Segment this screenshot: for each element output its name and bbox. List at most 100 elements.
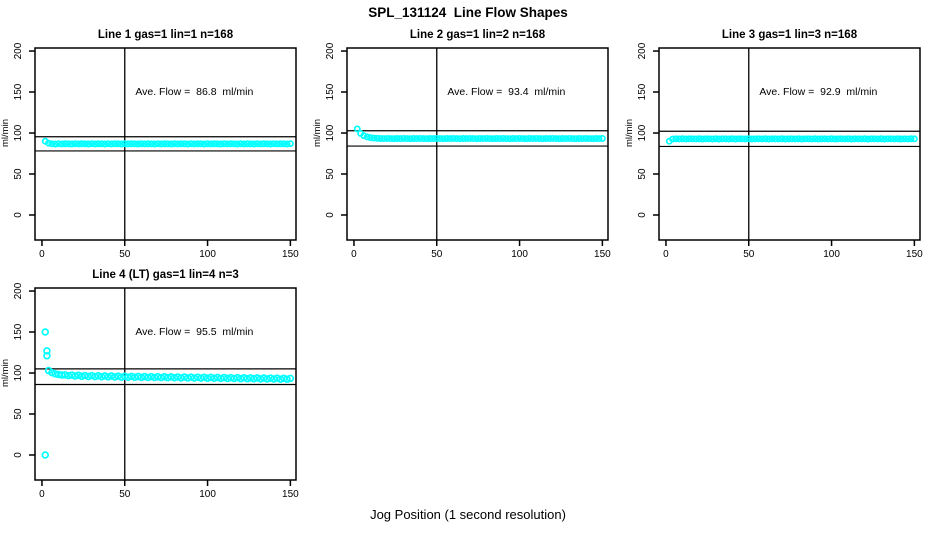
data-point bbox=[210, 140, 218, 148]
panel-title: Line 1 gas=1 lin=1 n=168 bbox=[98, 29, 234, 41]
ave-flow-annotation: Ave. Flow = 95.5 ml/min bbox=[135, 326, 253, 338]
data-point bbox=[728, 135, 736, 143]
data-point bbox=[831, 135, 839, 143]
data-point bbox=[489, 135, 497, 143]
data-point bbox=[549, 134, 557, 142]
data-point bbox=[283, 140, 291, 148]
data-point bbox=[542, 135, 550, 142]
data-point bbox=[416, 134, 424, 142]
data-point bbox=[71, 140, 79, 148]
data-point bbox=[675, 135, 683, 143]
data-point bbox=[180, 140, 188, 148]
data-point bbox=[217, 140, 225, 148]
data-point bbox=[383, 134, 391, 142]
data-point bbox=[735, 135, 743, 143]
data-point bbox=[227, 140, 235, 148]
data-point bbox=[482, 134, 490, 142]
data-point bbox=[476, 135, 484, 142]
data-point bbox=[745, 135, 753, 143]
figure-title: SPL_131124 Line Flow Shapes bbox=[368, 5, 568, 20]
data-point bbox=[78, 140, 86, 148]
data-point bbox=[214, 140, 221, 148]
data-point bbox=[695, 135, 703, 143]
data-point bbox=[58, 140, 66, 148]
data-point bbox=[157, 140, 165, 148]
data-point bbox=[393, 135, 401, 142]
data-point bbox=[373, 134, 381, 142]
y-axis-label: ml/min bbox=[624, 119, 635, 147]
x-tick-label: 100 bbox=[199, 489, 216, 500]
data-point bbox=[904, 135, 912, 143]
y-tick-label: 0 bbox=[637, 212, 648, 218]
data-point bbox=[539, 135, 547, 143]
data-point bbox=[562, 135, 570, 143]
y-tick-label: 150 bbox=[13, 323, 24, 340]
data-point bbox=[492, 135, 500, 142]
data-point bbox=[286, 140, 294, 148]
data-point bbox=[94, 140, 102, 148]
data-point bbox=[854, 135, 862, 143]
data-point bbox=[861, 135, 869, 143]
data-point bbox=[396, 135, 404, 143]
data-point bbox=[436, 135, 444, 143]
data-point bbox=[108, 140, 115, 148]
y-tick-label: 0 bbox=[13, 212, 24, 218]
data-point bbox=[449, 134, 457, 142]
plot-box bbox=[346, 47, 609, 241]
data-point bbox=[891, 135, 898, 143]
data-point bbox=[121, 140, 129, 148]
data-point bbox=[207, 140, 215, 148]
data-point bbox=[456, 135, 464, 143]
y-tick-label: 150 bbox=[13, 83, 24, 100]
y-tick-label: 200 bbox=[13, 282, 24, 299]
y-axis-label: ml/min bbox=[0, 119, 11, 147]
data-point bbox=[363, 133, 371, 141]
data-point bbox=[884, 135, 892, 143]
panel-line-4: Line 4 (LT) gas=1 lin=4 n=3 0 50 100 150 0 50 1… bbox=[0, 262, 312, 502]
data-point bbox=[682, 135, 690, 143]
outlier-data-point bbox=[41, 451, 50, 459]
data-point bbox=[453, 135, 461, 143]
ave-flow-annotation: Ave. Flow = 92.9 ml/min bbox=[759, 86, 877, 98]
data-point bbox=[592, 135, 600, 142]
data-point bbox=[443, 135, 451, 142]
data-point bbox=[669, 135, 677, 143]
data-point bbox=[689, 135, 696, 143]
x-tick-label: 0 bbox=[351, 249, 357, 260]
data-point bbox=[685, 135, 693, 143]
data-point bbox=[698, 135, 706, 143]
y-tick-label: 200 bbox=[13, 42, 24, 59]
data-point bbox=[575, 135, 583, 142]
data-point bbox=[894, 135, 902, 143]
data-point bbox=[565, 134, 573, 142]
data-point bbox=[887, 135, 895, 143]
data-point bbox=[170, 140, 178, 148]
data-point bbox=[200, 140, 208, 148]
data-point bbox=[828, 135, 836, 143]
data-point bbox=[84, 140, 92, 148]
panel-title: Line 2 gas=1 lin=2 n=168 bbox=[410, 29, 546, 41]
data-point bbox=[400, 134, 408, 142]
data-point bbox=[370, 134, 378, 142]
y-tick-label: 200 bbox=[637, 42, 648, 59]
data-point bbox=[910, 135, 918, 143]
ave-flow-annotation: Ave. Flow = 86.8 ml/min bbox=[135, 86, 253, 98]
data-point bbox=[101, 140, 109, 148]
data-point bbox=[900, 135, 908, 143]
x-tick-label: 0 bbox=[39, 249, 45, 260]
data-point bbox=[535, 135, 543, 143]
data-point bbox=[778, 135, 786, 143]
data-point bbox=[741, 135, 749, 143]
data-point bbox=[758, 135, 766, 143]
x-tick-label: 50 bbox=[119, 489, 131, 500]
x-tick-label: 0 bbox=[39, 489, 45, 500]
data-point bbox=[838, 135, 845, 143]
y-tick-label: 50 bbox=[13, 168, 24, 180]
data-point bbox=[367, 134, 374, 142]
data-point bbox=[420, 135, 427, 143]
panel-line-1-plot: Line 1 gas=1 lin=1 n=168 0 50 100 150 0 50 100 1… bbox=[0, 29, 299, 260]
data-point bbox=[240, 140, 248, 148]
data-point bbox=[51, 370, 59, 378]
data-point bbox=[519, 135, 527, 143]
